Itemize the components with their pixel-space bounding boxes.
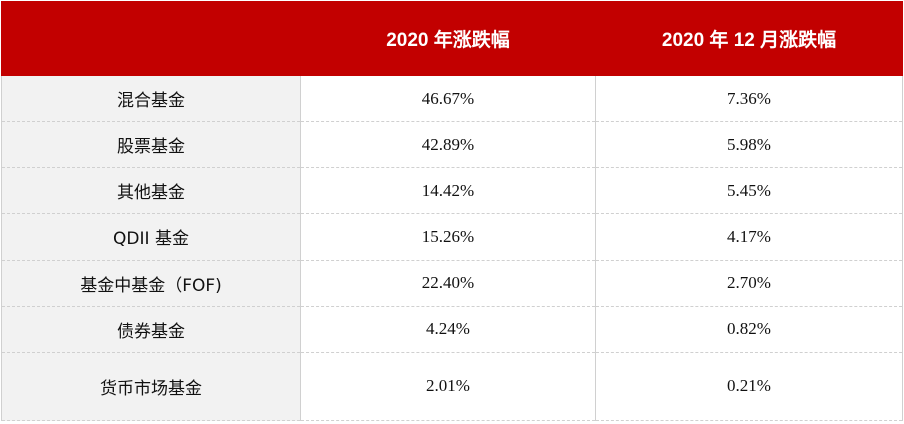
table-row: 货币市场基金 2.01% 0.21% xyxy=(1,351,903,422)
table-row: 混合基金 46.67% 7.36% xyxy=(1,74,903,123)
header-corner-cell xyxy=(1,1,301,76)
year-change-cell: 15.26% xyxy=(300,213,596,261)
december-change-cell: 7.36% xyxy=(595,74,903,123)
december-change-cell: 4.17% xyxy=(595,213,903,261)
year-change-cell: 14.42% xyxy=(300,167,596,215)
table-row: 债券基金 4.24% 0.82% xyxy=(1,305,903,353)
fund-type-cell: QDII 基金 xyxy=(1,213,301,261)
year-change-cell: 22.40% xyxy=(300,259,596,307)
december-change-cell: 5.45% xyxy=(595,167,903,215)
header-december-change: 2020 年 12 月涨跌幅 xyxy=(595,1,903,76)
header-year-change: 2020 年涨跌幅 xyxy=(300,1,596,76)
table-row: 其他基金 14.42% 5.45% xyxy=(1,167,903,215)
fund-type-cell: 基金中基金（FOF) xyxy=(1,259,301,307)
december-change-cell: 0.21% xyxy=(595,351,903,422)
year-change-cell: 4.24% xyxy=(300,305,596,353)
header-row: 2020 年涨跌幅 2020 年 12 月涨跌幅 xyxy=(1,1,903,76)
fund-type-cell: 债券基金 xyxy=(1,305,301,353)
year-change-cell: 42.89% xyxy=(300,121,596,169)
fund-type-cell: 货币市场基金 xyxy=(1,351,301,422)
year-change-cell: 46.67% xyxy=(300,74,596,123)
fund-type-cell: 混合基金 xyxy=(1,74,301,123)
table-row: 股票基金 42.89% 5.98% xyxy=(1,121,903,169)
december-change-cell: 2.70% xyxy=(595,259,903,307)
fund-type-cell: 其他基金 xyxy=(1,167,301,215)
fund-type-cell: 股票基金 xyxy=(1,121,301,169)
december-change-cell: 5.98% xyxy=(595,121,903,169)
year-change-cell: 2.01% xyxy=(300,351,596,422)
table-row: QDII 基金 15.26% 4.17% xyxy=(1,213,903,261)
december-change-cell: 0.82% xyxy=(595,305,903,353)
table-row: 基金中基金（FOF) 22.40% 2.70% xyxy=(1,259,903,307)
